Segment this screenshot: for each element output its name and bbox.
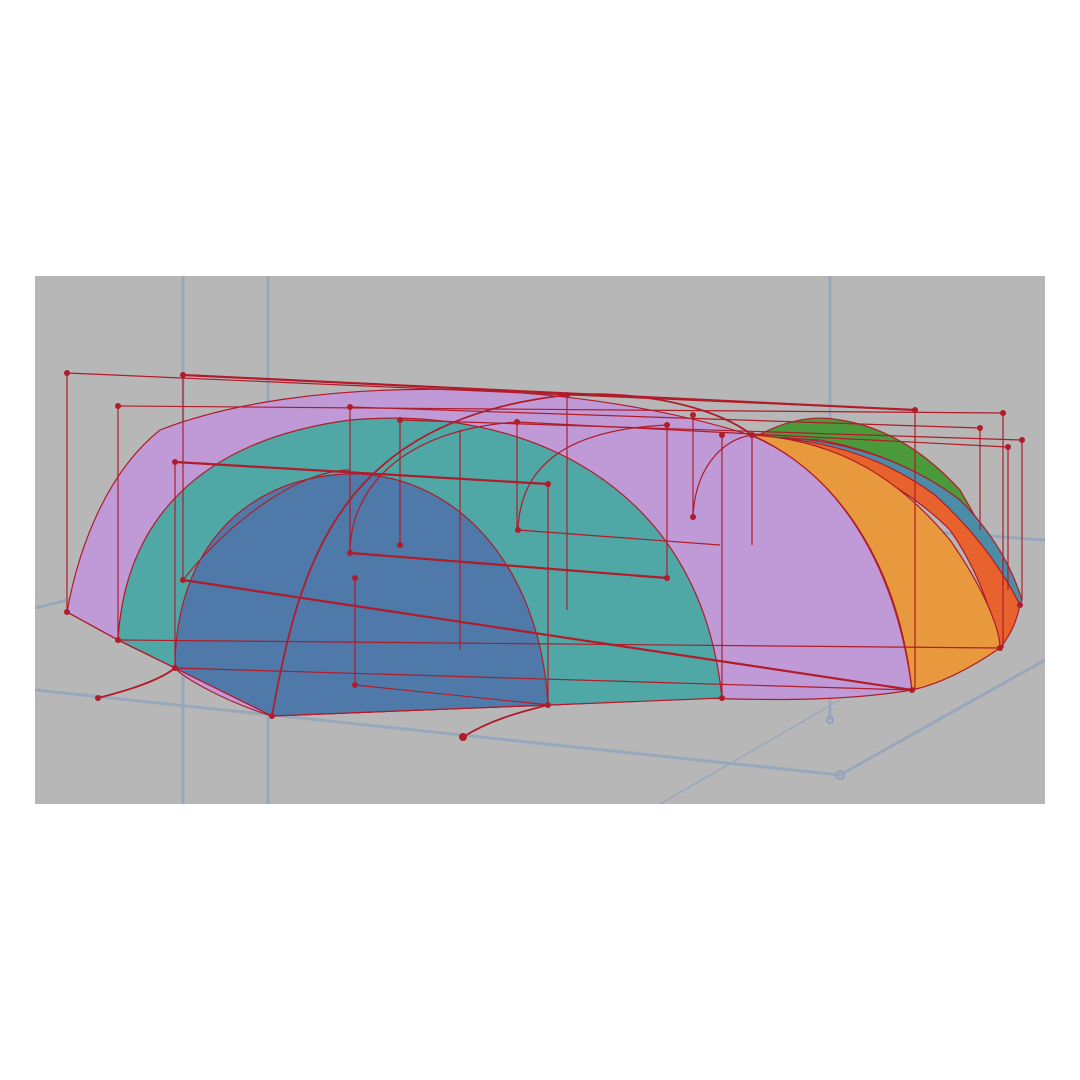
red-orange-shell[interactable] (759, 436, 1021, 650)
blue-inner-shell[interactable] (174, 473, 549, 717)
grid-markers (826, 716, 845, 780)
control-cage (66, 372, 1023, 738)
shell-model-canvas (35, 276, 1045, 804)
3d-viewport[interactable] (35, 276, 1045, 804)
control-points[interactable] (64, 370, 1025, 741)
